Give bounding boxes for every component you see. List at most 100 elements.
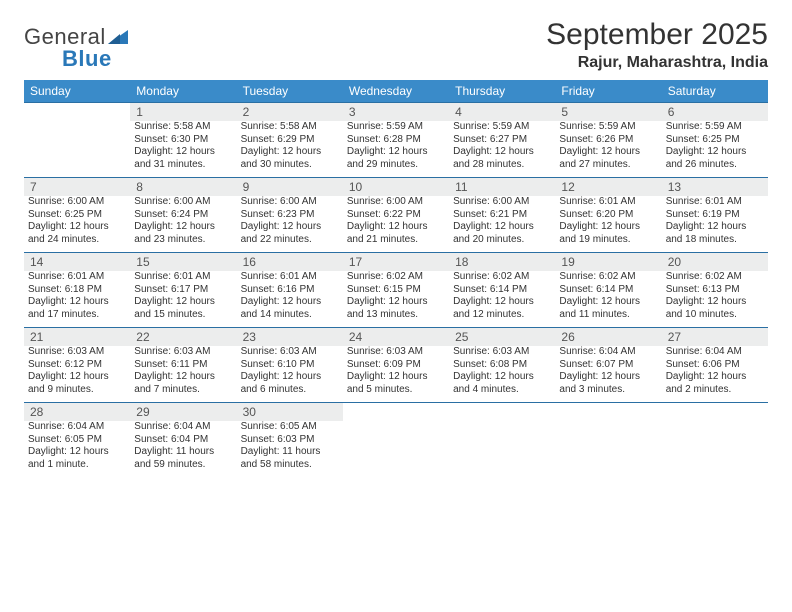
daylight-line: Daylight: 12 hours and 5 minutes. — [347, 371, 445, 396]
sunrise-line: Sunrise: 5:59 AM — [559, 121, 657, 134]
daylight-line: Daylight: 12 hours and 19 minutes. — [559, 221, 657, 246]
day-number — [662, 403, 768, 422]
day-number: 27 — [662, 328, 768, 347]
sunset-line: Sunset: 6:16 PM — [241, 284, 339, 297]
sunset-line: Sunset: 6:24 PM — [134, 209, 232, 222]
sunrise-line: Sunrise: 5:59 AM — [666, 121, 764, 134]
sunset-line: Sunset: 6:14 PM — [559, 284, 657, 297]
sunset-line: Sunset: 6:18 PM — [28, 284, 126, 297]
sunset-line: Sunset: 6:10 PM — [241, 359, 339, 372]
sunrise-line: Sunrise: 5:58 AM — [241, 121, 339, 134]
location: Rajur, Maharashtra, India — [546, 54, 768, 72]
calendar-page: General Blue September 2025 Rajur, Mahar… — [0, 0, 792, 612]
sunset-line: Sunset: 6:23 PM — [241, 209, 339, 222]
day-number: 16 — [237, 253, 343, 272]
day-cell: Sunrise: 6:03 AMSunset: 6:08 PMDaylight:… — [449, 346, 555, 403]
sunrise-line: Sunrise: 6:00 AM — [453, 196, 551, 209]
day-number — [343, 403, 449, 422]
day-cell: Sunrise: 6:01 AMSunset: 6:16 PMDaylight:… — [237, 271, 343, 328]
sunset-line: Sunset: 6:17 PM — [134, 284, 232, 297]
day-cell: Sunrise: 6:00 AMSunset: 6:24 PMDaylight:… — [130, 196, 236, 253]
day-header: Tuesday — [237, 80, 343, 103]
sunrise-line: Sunrise: 6:01 AM — [241, 271, 339, 284]
daylight-line: Daylight: 12 hours and 29 minutes. — [347, 146, 445, 171]
daylight-line: Daylight: 12 hours and 2 minutes. — [666, 371, 764, 396]
day-number: 3 — [343, 103, 449, 122]
sunrise-line: Sunrise: 5:59 AM — [347, 121, 445, 134]
daylight-line: Daylight: 12 hours and 4 minutes. — [453, 371, 551, 396]
week-row: Sunrise: 6:03 AMSunset: 6:12 PMDaylight:… — [24, 346, 768, 403]
sunset-line: Sunset: 6:08 PM — [453, 359, 551, 372]
sunrise-line: Sunrise: 6:00 AM — [347, 196, 445, 209]
day-cell: Sunrise: 6:04 AMSunset: 6:07 PMDaylight:… — [555, 346, 661, 403]
sunset-line: Sunset: 6:22 PM — [347, 209, 445, 222]
day-cell: Sunrise: 6:04 AMSunset: 6:06 PMDaylight:… — [662, 346, 768, 403]
daylight-line: Daylight: 12 hours and 1 minute. — [28, 446, 126, 471]
day-number: 1 — [130, 103, 236, 122]
day-cell: Sunrise: 5:59 AMSunset: 6:25 PMDaylight:… — [662, 121, 768, 178]
sunset-line: Sunset: 6:25 PM — [28, 209, 126, 222]
sunrise-line: Sunrise: 6:03 AM — [28, 346, 126, 359]
daynum-row: 78910111213 — [24, 178, 768, 197]
daylight-line: Daylight: 12 hours and 27 minutes. — [559, 146, 657, 171]
sunset-line: Sunset: 6:14 PM — [453, 284, 551, 297]
day-cell: Sunrise: 6:03 AMSunset: 6:10 PMDaylight:… — [237, 346, 343, 403]
daylight-line: Daylight: 12 hours and 7 minutes. — [134, 371, 232, 396]
day-header: Wednesday — [343, 80, 449, 103]
daynum-row: 123456 — [24, 103, 768, 122]
daylight-line: Daylight: 12 hours and 21 minutes. — [347, 221, 445, 246]
day-number: 12 — [555, 178, 661, 197]
week-row: Sunrise: 6:01 AM Sunset: 6:18 PM Daylight:… — [24, 271, 768, 328]
sunrise-line: Sunrise: 6:01 AM — [559, 196, 657, 209]
sunrise-line: Sunrise: 6:04 AM — [666, 346, 764, 359]
sunset-line: Sunset: 6:12 PM — [28, 359, 126, 372]
day-cell: Sunrise: 5:59 AMSunset: 6:27 PMDaylight:… — [449, 121, 555, 178]
week-row: Sunrise: 6:00 AM Sunset: 6:25 PM Daylight:… — [24, 196, 768, 253]
sunset-line: Sunset: 6:29 PM — [241, 134, 339, 147]
day-cell: Sunrise: 5:58 AMSunset: 6:30 PMDaylight:… — [130, 121, 236, 178]
sunset-line: Sunset: 6:09 PM — [347, 359, 445, 372]
sunset-line: Sunset: 6:28 PM — [347, 134, 445, 147]
sunrise-line: Sunrise: 6:03 AM — [134, 346, 232, 359]
day-cell: Sunrise: 6:04 AMSunset: 6:04 PMDaylight:… — [130, 421, 236, 477]
daylight-line: Daylight: 12 hours and 31 minutes. — [134, 146, 232, 171]
daylight-line: Daylight: 12 hours and 28 minutes. — [453, 146, 551, 171]
daylight-line: Daylight: 12 hours and 9 minutes. — [28, 371, 126, 396]
sunrise-line: Sunrise: 6:00 AM — [134, 196, 232, 209]
day-header: Thursday — [449, 80, 555, 103]
day-number: 14 — [24, 253, 130, 272]
daylight-line: Daylight: 12 hours and 12 minutes. — [453, 296, 551, 321]
day-cell — [662, 421, 768, 477]
sunrise-line: Sunrise: 6:02 AM — [347, 271, 445, 284]
day-cell: Sunrise: 6:03 AMSunset: 6:11 PMDaylight:… — [130, 346, 236, 403]
calendar-body: 123456Sunrise: 5:58 AMSunset: 6:30 PMDay… — [24, 103, 768, 478]
calendar-head: SundayMondayTuesdayWednesdayThursdayFrid… — [24, 80, 768, 103]
sunrise-line: Sunrise: 6:02 AM — [559, 271, 657, 284]
day-cell: Sunrise: 6:02 AMSunset: 6:15 PMDaylight:… — [343, 271, 449, 328]
day-cell: Sunrise: 6:04 AMSunset: 6:05 PMDaylight:… — [24, 421, 130, 477]
day-cell — [24, 121, 130, 178]
day-cell: Sunrise: 6:01 AMSunset: 6:18 PMDaylight:… — [24, 271, 130, 328]
day-number: 22 — [130, 328, 236, 347]
day-cell: Sunrise: 6:03 AMSunset: 6:12 PMDaylight:… — [24, 346, 130, 403]
sunrise-line: Sunrise: 5:59 AM — [453, 121, 551, 134]
day-number: 10 — [343, 178, 449, 197]
day-header: Monday — [130, 80, 236, 103]
day-number: 19 — [555, 253, 661, 272]
sunset-line: Sunset: 6:25 PM — [666, 134, 764, 147]
day-number: 20 — [662, 253, 768, 272]
day-cell: Sunrise: 5:59 AMSunset: 6:28 PMDaylight:… — [343, 121, 449, 178]
day-number: 26 — [555, 328, 661, 347]
daylight-line: Daylight: 12 hours and 3 minutes. — [559, 371, 657, 396]
daylight-line: Daylight: 12 hours and 11 minutes. — [559, 296, 657, 321]
sunrise-line: Sunrise: 6:03 AM — [347, 346, 445, 359]
sunrise-line: Sunrise: 6:04 AM — [28, 421, 126, 434]
day-cell: Sunrise: 5:59 AMSunset: 6:26 PMDaylight:… — [555, 121, 661, 178]
sunrise-line: Sunrise: 6:02 AM — [453, 271, 551, 284]
day-header: Saturday — [662, 80, 768, 103]
sunset-line: Sunset: 6:11 PM — [134, 359, 232, 372]
daylight-line: Daylight: 12 hours and 30 minutes. — [241, 146, 339, 171]
day-cell: Sunrise: 5:58 AMSunset: 6:29 PMDaylight:… — [237, 121, 343, 178]
day-number — [24, 103, 130, 122]
day-cell: Sunrise: 6:00 AMSunset: 6:23 PMDaylight:… — [237, 196, 343, 253]
